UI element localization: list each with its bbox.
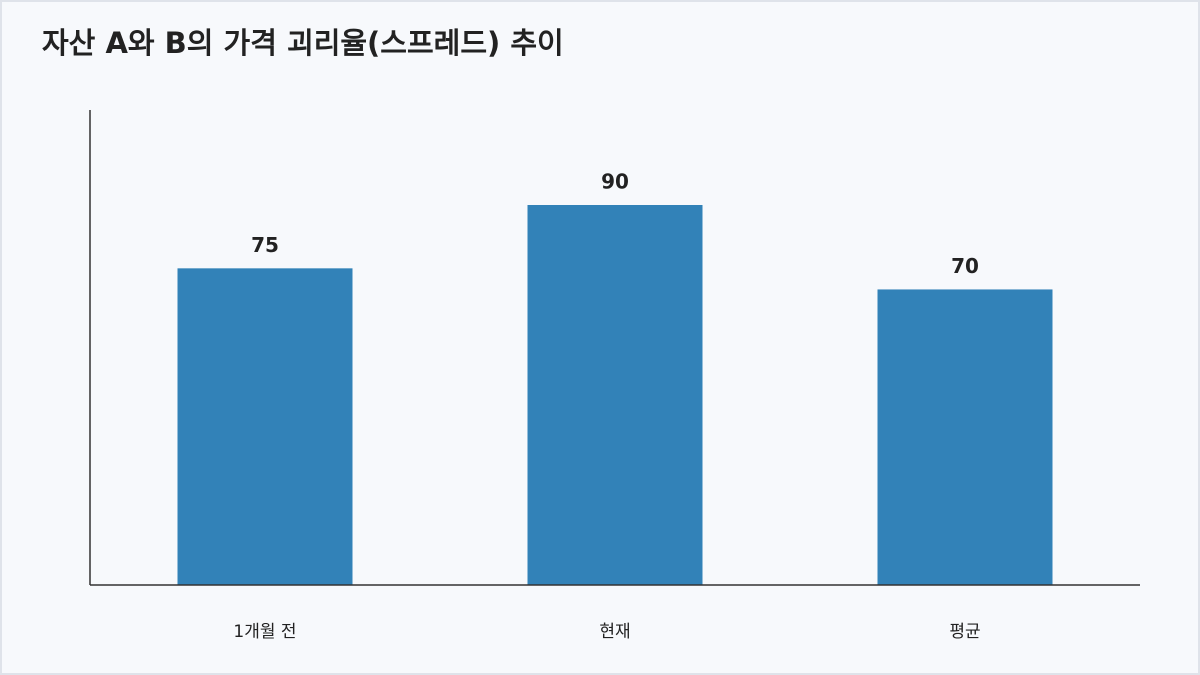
x-tick-label: 현재 [599,622,630,642]
bar [527,205,703,585]
value-label: 70 [951,254,979,278]
x-tick-label: 평균 [949,622,980,642]
chart-title: 자산 A와 B의 가격 괴리율(스프레드) 추이 [42,26,564,60]
x-tick-label: 1개월 전 [233,622,296,642]
bar [877,289,1053,585]
value-label: 90 [601,170,629,194]
value-label: 75 [251,233,279,257]
bar [177,268,353,585]
